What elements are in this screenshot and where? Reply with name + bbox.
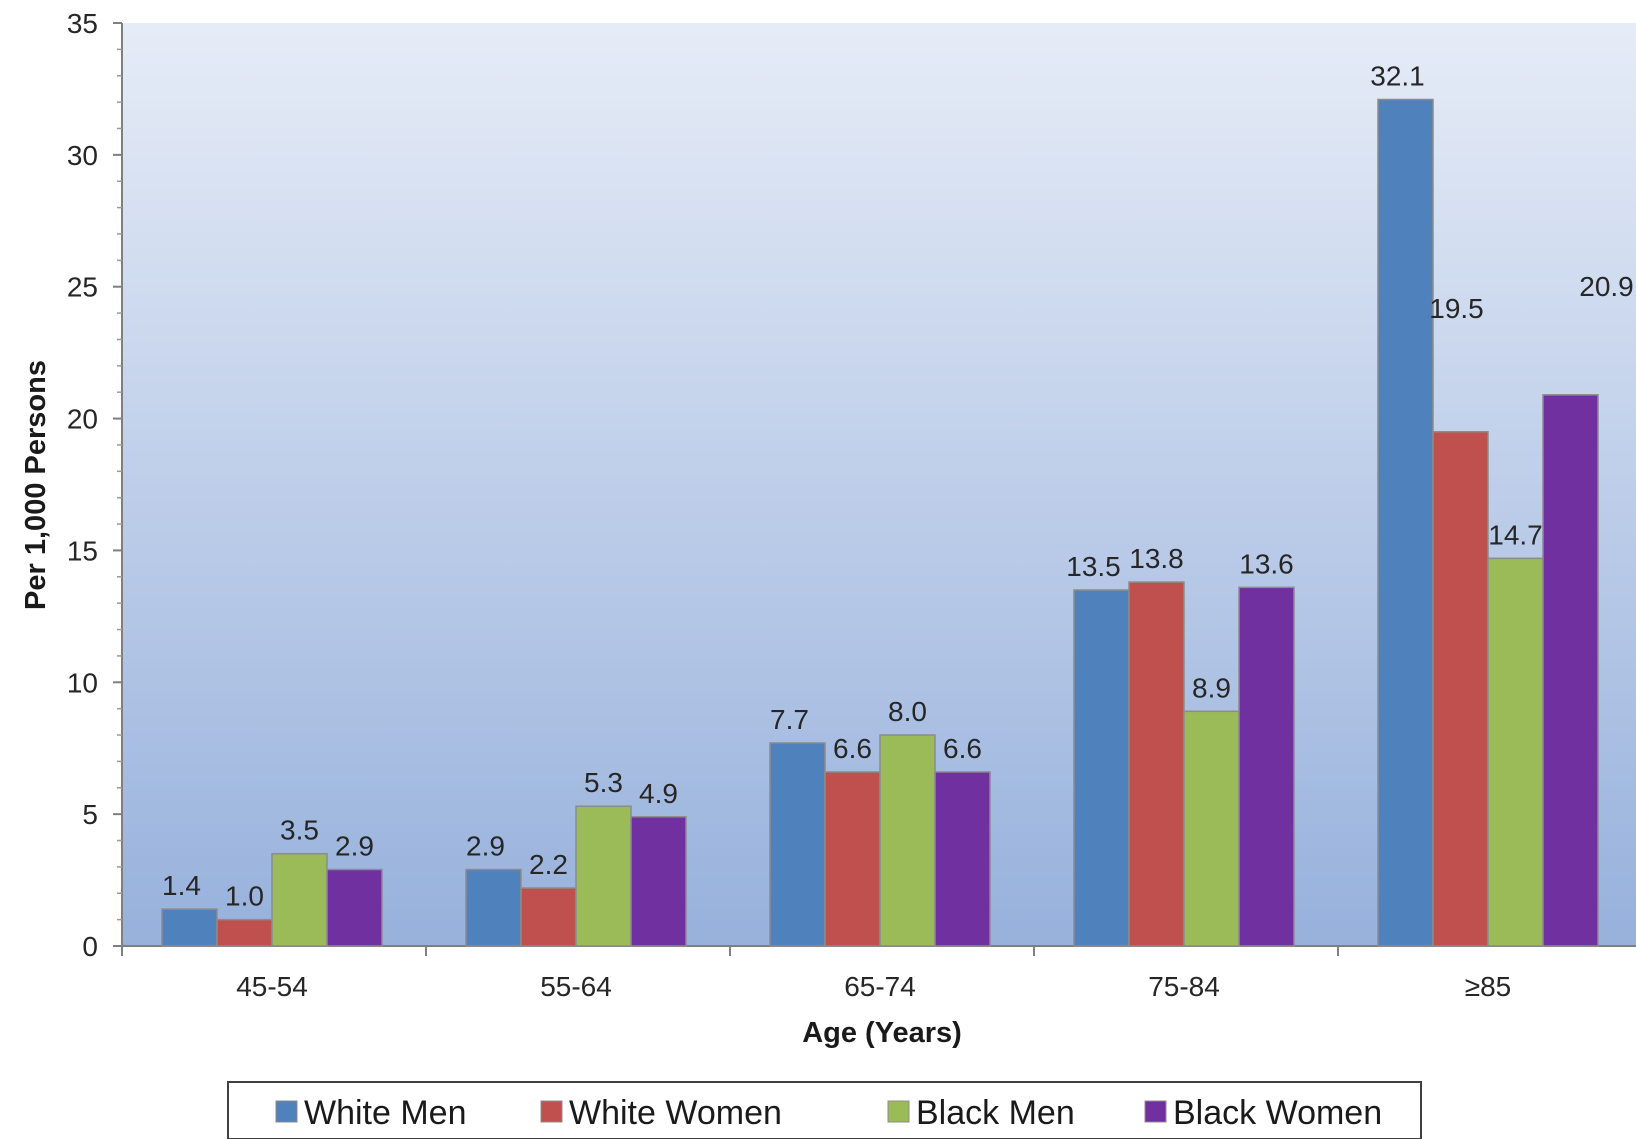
bar <box>879 734 936 947</box>
x-tick-label: 75-84 <box>1148 971 1220 1002</box>
x-axis: 45-54 55-64 65-74 75-84 ≥85 <box>121 945 1636 1002</box>
x-tick-label: 65-74 <box>844 971 916 1002</box>
data-label: 8.9 <box>1192 672 1231 703</box>
bar <box>520 887 577 947</box>
bar <box>769 742 826 947</box>
y-tick-label: 5 <box>82 799 98 830</box>
y-tick-label: 0 <box>82 931 98 962</box>
bar <box>216 918 273 947</box>
bar <box>824 771 881 947</box>
bar <box>934 771 991 947</box>
bar <box>1128 581 1185 947</box>
legend-swatch <box>887 1100 910 1123</box>
bar <box>326 868 383 947</box>
y-tick-label: 35 <box>67 8 98 39</box>
legend-label: White Women <box>569 1094 782 1132</box>
legend-swatch <box>540 1100 563 1123</box>
data-label: 8.0 <box>888 696 927 727</box>
x-tick-label: 55-64 <box>540 971 612 1002</box>
x-axis-title: Age (Years) <box>802 1017 962 1049</box>
bar <box>630 816 687 947</box>
bars <box>161 98 1599 947</box>
data-label: 13.5 <box>1066 551 1121 582</box>
data-label: 5.3 <box>584 767 623 798</box>
legend-label: White Men <box>304 1094 467 1132</box>
legend: White Men White Women Black Men Black Women <box>227 1081 1422 1139</box>
data-label: 6.6 <box>833 733 872 764</box>
legend-label: Black Men <box>916 1094 1075 1132</box>
legend-swatch <box>275 1100 298 1123</box>
legend-label: Black Women <box>1173 1094 1382 1132</box>
x-tick-label: ≥85 <box>1465 971 1512 1002</box>
bar <box>1183 710 1240 947</box>
data-label: 13.8 <box>1129 543 1184 574</box>
data-label: 14.7 <box>1488 519 1543 550</box>
data-label: 1.4 <box>162 870 201 901</box>
data-label: 2.9 <box>466 831 505 862</box>
bar <box>1487 557 1544 947</box>
y-tick-label: 25 <box>67 272 98 303</box>
legend-box <box>227 1081 1422 1139</box>
bar <box>271 852 328 947</box>
x-tick-label: 45-54 <box>236 971 308 1002</box>
data-label: 13.6 <box>1239 548 1294 579</box>
bar <box>1377 98 1434 947</box>
bar <box>1073 589 1130 947</box>
y-axis: 0 5 10 15 20 25 30 35 <box>67 8 123 962</box>
data-label: 1.0 <box>225 881 264 912</box>
bar <box>1238 586 1295 947</box>
bar <box>575 805 632 947</box>
y-tick-label: 30 <box>67 140 98 171</box>
legend-swatch <box>1144 1100 1167 1123</box>
bar <box>1432 431 1489 947</box>
data-label: 6.6 <box>943 733 982 764</box>
data-label: 3.5 <box>280 815 319 846</box>
bar <box>465 868 522 947</box>
data-label: 2.9 <box>335 831 374 862</box>
data-labels: 1.4 2.9 7.7 13.5 32.1 1.0 2.2 6.6 13.8 19.5 3.5 5.3… <box>162 60 1634 911</box>
data-label: 19.5 <box>1429 293 1484 324</box>
data-label: 2.2 <box>529 849 568 880</box>
y-tick-label: 20 <box>67 404 98 435</box>
data-label: 32.1 <box>1370 60 1425 91</box>
bar <box>1542 394 1599 947</box>
y-tick-label: 10 <box>67 667 98 698</box>
data-label: 7.7 <box>770 704 809 735</box>
data-label: 4.9 <box>639 778 678 809</box>
bar <box>161 908 218 947</box>
data-label: 20.9 <box>1579 271 1634 302</box>
y-axis-title: Per 1,000 Persons <box>20 360 52 610</box>
y-tick-label: 15 <box>67 535 98 566</box>
